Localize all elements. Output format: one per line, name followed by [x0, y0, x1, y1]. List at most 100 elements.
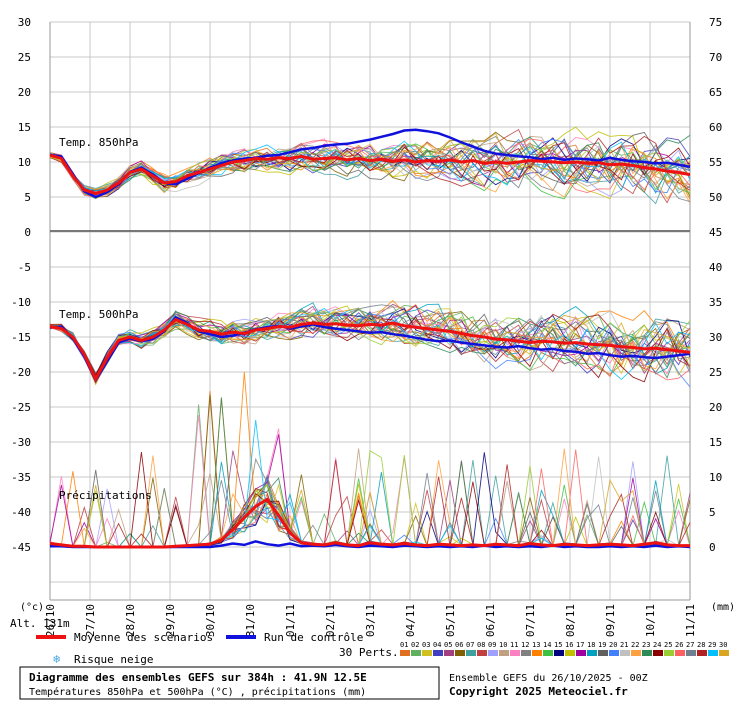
member-number: 02: [411, 641, 419, 649]
x-tick-label: 27/10: [84, 604, 97, 637]
member-swatch: [477, 650, 487, 656]
footer-run: Ensemble GEFS du 26/10/2025 - 00Z: [449, 673, 648, 684]
member-number: 20: [609, 641, 617, 649]
x-tick-label: 07/11: [524, 604, 537, 637]
member-number: 08: [477, 641, 485, 649]
member-number: 24: [653, 641, 661, 649]
member-number: 29: [708, 641, 716, 649]
member-number: 23: [642, 641, 650, 649]
x-tick-label: 29/10: [164, 604, 177, 637]
ensemble-member-line: [49, 304, 691, 382]
ensemble-member-line: [49, 307, 691, 386]
left-unit: (°c): [20, 602, 44, 613]
member-swatch: [675, 650, 685, 656]
member-swatch: [543, 650, 553, 656]
mean-line: [49, 497, 690, 549]
right-tick-label: 75: [709, 16, 722, 29]
member-number: 26: [675, 641, 683, 649]
member-number: 07: [466, 641, 474, 649]
member-swatch: [576, 650, 586, 656]
member-number: 10: [499, 641, 507, 649]
right-tick-label: 10: [709, 471, 722, 484]
legend-control-label: Run de contrôle: [264, 631, 363, 644]
member-swatch: [422, 650, 432, 656]
altitude: Alt. 131m: [10, 617, 70, 630]
x-tick-label: 30/10: [204, 604, 217, 637]
member-swatch: [510, 650, 520, 656]
member-swatch: [554, 650, 564, 656]
x-tick-label: 03/11: [364, 604, 377, 637]
snowflake-icon: ❄: [53, 652, 60, 666]
x-tick-label: 01/11: [284, 604, 297, 637]
left-tick-label: 30: [18, 16, 31, 29]
x-tick-label: 02/11: [324, 604, 337, 637]
member-number: 06: [455, 641, 463, 649]
member-swatch: [488, 650, 498, 656]
ensemble-member-line: [49, 304, 691, 381]
left-tick-label: -30: [11, 436, 31, 449]
right-tick-label: 15: [709, 436, 722, 449]
footer-box: [19, 666, 440, 700]
left-tick-label: -15: [11, 331, 31, 344]
panel-label-850: Temp. 850hPa: [59, 136, 138, 149]
member-number: 22: [631, 641, 639, 649]
main-series: [49, 128, 691, 549]
right-tick-label: 50: [709, 191, 722, 204]
mean-line: [49, 153, 691, 196]
x-tick-label: 06/11: [484, 604, 497, 637]
legend-mean-label: Moyenne des scénarios: [74, 631, 213, 644]
legend-snow-label: Risque neige: [74, 653, 153, 666]
member-number: 05: [444, 641, 452, 649]
member-swatch: [708, 650, 718, 656]
left-tick-label: 5: [24, 191, 31, 204]
member-swatch: [565, 650, 575, 656]
member-number: 01: [400, 641, 408, 649]
right-tick-label: 20: [709, 401, 722, 414]
member-swatch: [433, 650, 443, 656]
right-tick-label: 30: [709, 331, 722, 344]
right-tick-label: 5: [709, 506, 716, 519]
panel-label-500: Temp. 500hPa: [59, 308, 138, 321]
right-tick-label: 0: [709, 541, 716, 554]
x-tick-label: 09/11: [604, 604, 617, 637]
member-swatch: [411, 650, 421, 656]
right-tick-label: 25: [709, 366, 722, 379]
member-swatch: [521, 650, 531, 656]
footer-title: Diagramme des ensembles GEFS sur 384h : …: [29, 671, 367, 684]
x-tick-label: 26/10: [44, 604, 57, 637]
x-tick-label: 31/10: [244, 604, 257, 637]
control-run-line: [49, 315, 691, 384]
member-swatch: [631, 650, 641, 656]
member-number: 03: [422, 641, 430, 649]
member-legend: 01 02 03 04 05 06 07 08 09 10 11 12 13 14 15 16 17 18 19 20…: [400, 641, 729, 656]
footer-subtitle: Températures 850hPa et 500hPa (°C) , pré…: [29, 686, 366, 698]
left-tick-label: -35: [11, 471, 31, 484]
member-number: 11: [510, 641, 518, 649]
panel-label-precip: Précipitations: [59, 489, 152, 502]
left-tick-label: -5: [18, 261, 31, 274]
x-tick-label: 10/11: [644, 604, 657, 637]
left-tick-label: 20: [18, 86, 31, 99]
members-count: 30 Perts.: [339, 646, 399, 659]
member-swatch: [400, 650, 410, 656]
member-swatch: [598, 650, 608, 656]
member-swatch: [642, 650, 652, 656]
left-tick-label: 10: [18, 156, 31, 169]
x-tick-label: 11/11: [684, 604, 697, 637]
member-number: 12: [521, 641, 529, 649]
member-number: 19: [598, 641, 606, 649]
left-tick-label: -20: [11, 366, 31, 379]
member-swatch: [620, 650, 630, 656]
member-swatch: [664, 650, 674, 656]
ensemble-member-line: [49, 132, 691, 199]
left-tick-label: 25: [18, 51, 31, 64]
member-number: 17: [576, 641, 584, 649]
left-tick-label: -40: [11, 506, 31, 519]
left-tick-label: -10: [11, 296, 31, 309]
member-number: 18: [587, 641, 595, 649]
member-number: 09: [488, 641, 496, 649]
member-swatch: [444, 650, 454, 656]
x-tick-label: 04/11: [404, 604, 417, 637]
